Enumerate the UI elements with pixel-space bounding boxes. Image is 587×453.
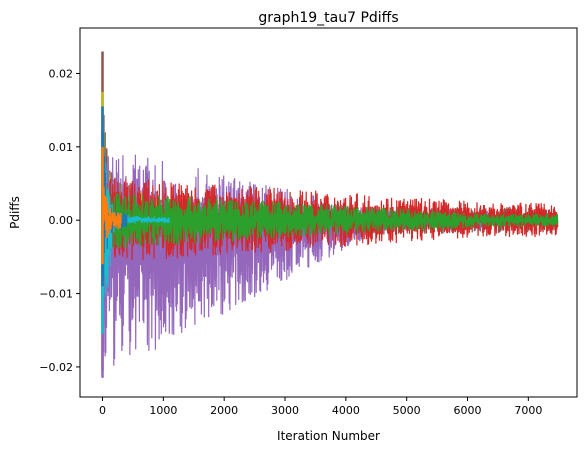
y-tick-label: −0.02 xyxy=(39,361,73,374)
series-layer xyxy=(101,51,559,378)
x-tick-label: 4000 xyxy=(332,404,360,417)
chart-title: graph19_tau7 Pdiffs xyxy=(258,10,398,26)
x-tick-label: 5000 xyxy=(393,404,421,417)
x-tick-label: 6000 xyxy=(454,404,482,417)
plot-frame xyxy=(79,27,578,398)
x-tick-label: 2000 xyxy=(210,404,238,417)
y-tick-label: −0.01 xyxy=(39,288,73,301)
y-tick-label: 0.00 xyxy=(49,214,74,227)
x-tick-label: 0 xyxy=(99,404,106,417)
x-tick-label: 7000 xyxy=(514,404,542,417)
x-axis-label: Iteration Number xyxy=(277,429,380,443)
y-axis-label: Pdiffs xyxy=(8,196,22,229)
series-line-10 xyxy=(101,186,122,239)
y-ticks: −0.02 −0.01 0.00 0.01 0.02 xyxy=(39,67,80,374)
series-line-7 xyxy=(101,191,559,249)
x-tick-label: 1000 xyxy=(149,404,177,417)
x-tick-label: 3000 xyxy=(271,404,299,417)
y-tick-label: 0.02 xyxy=(49,67,74,80)
x-ticks: 0 1000 2000 3000 4000 5000 6000 7000 xyxy=(99,397,542,417)
y-tick-label: 0.01 xyxy=(49,141,74,154)
